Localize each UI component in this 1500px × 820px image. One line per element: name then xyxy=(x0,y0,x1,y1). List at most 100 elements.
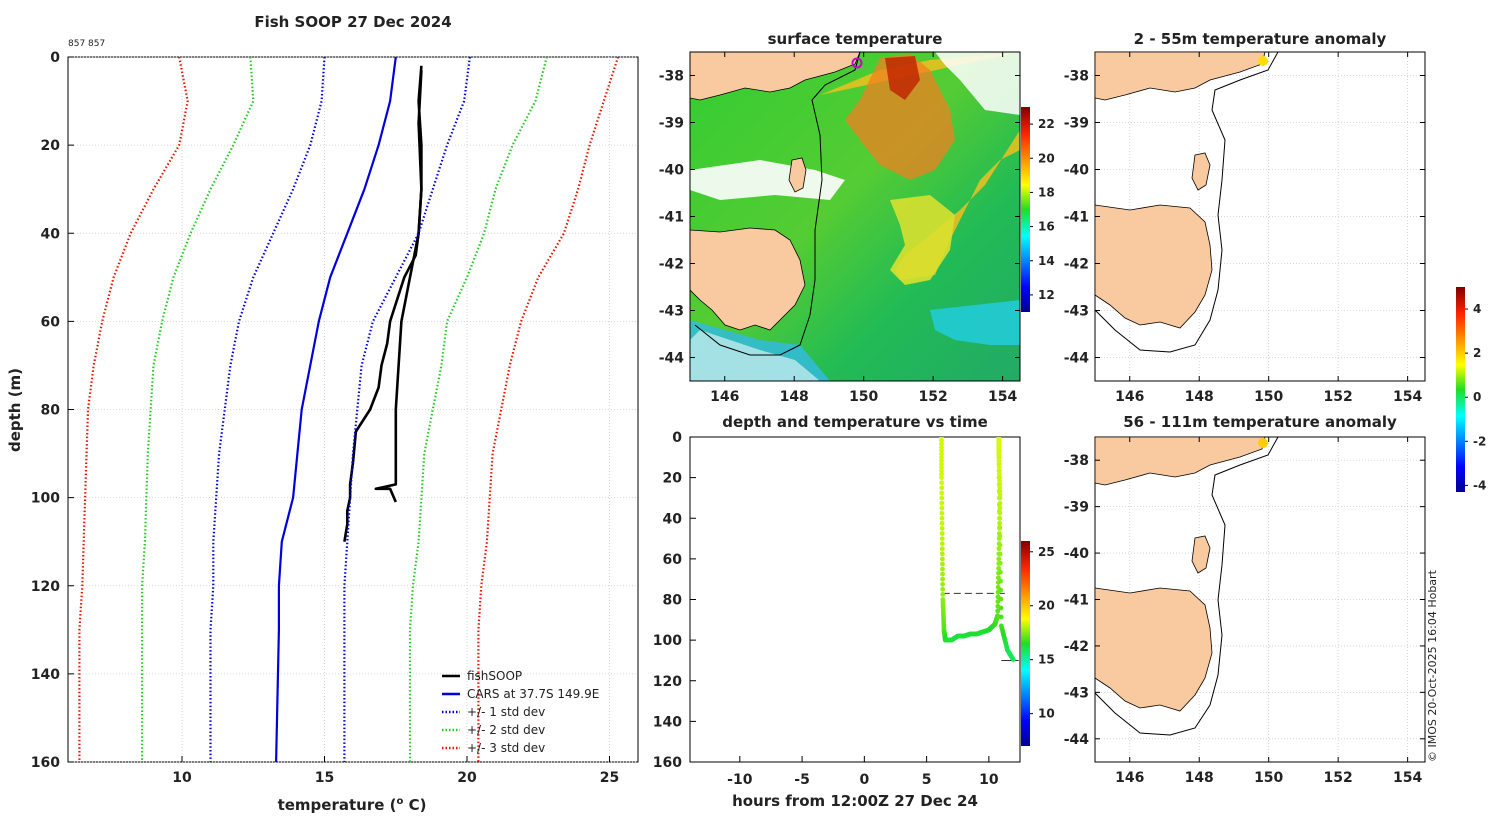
colorbar-tick-label: 15 xyxy=(1038,653,1055,667)
a2-shelf-contour xyxy=(1095,437,1279,736)
colorbar-tick-label: 20 xyxy=(1038,151,1055,165)
colorbar-tick-label: 4 xyxy=(1473,302,1481,316)
anomaly-deep-ticks: 146 148 150 152 154 -38 -39 -40 -41 -42 -43 -44 xyxy=(1064,437,1425,786)
profile-y-axis-label: depth (m) xyxy=(6,368,24,452)
sst-cool-region xyxy=(930,300,1020,345)
sst-location-marker xyxy=(851,57,863,69)
profile-panel: 10 15 20 25 0 20 40 60 80 100 120 140 160 temperatur… xyxy=(6,50,639,814)
dt-trace-point xyxy=(939,515,945,521)
map-y-tick-label: -42 xyxy=(1064,257,1089,273)
sst-flinders-island xyxy=(788,157,807,193)
dt-trace-point xyxy=(996,566,1001,571)
dt-trace-point xyxy=(998,614,1004,620)
dt-trace-point xyxy=(997,542,1003,548)
profile-x-tick-label: 25 xyxy=(600,770,619,786)
colorbar-tick-label: 14 xyxy=(1038,254,1055,268)
dt-trace-point xyxy=(939,441,944,447)
dt-trace-point xyxy=(996,556,1002,562)
a2-anomaly-point xyxy=(1258,438,1268,448)
profile-y-tick-label: 80 xyxy=(41,403,61,419)
dt-y-tick-label: 160 xyxy=(653,755,682,771)
dt-trace-point xyxy=(939,451,944,457)
dt-trace-point xyxy=(996,468,1002,474)
map-y-tick-label: -41 xyxy=(659,210,684,226)
depth-time-trace xyxy=(939,437,1019,662)
dt-trace-point xyxy=(939,475,944,480)
dt-trace-point xyxy=(996,502,1002,508)
legend-label: fishSOOP xyxy=(467,669,522,683)
dt-trace-point xyxy=(939,546,945,552)
a1-shelf-contour xyxy=(1095,52,1279,353)
dt-trace-point xyxy=(939,500,945,506)
dt-y-tick-label: 80 xyxy=(663,593,683,609)
dt-trace-point xyxy=(939,541,945,546)
anomaly-shallow-ticks: 146 148 150 152 154 -38 -39 -40 -41 -42 -43 -44 xyxy=(1064,52,1425,405)
dt-trace-point xyxy=(996,461,1002,467)
legend-label: +/- 3 std dev xyxy=(467,741,545,755)
map-x-tick-label: 148 xyxy=(1185,770,1214,786)
colorbar-tick-label: 10 xyxy=(1038,707,1055,721)
depth-time-title: depth and temperature vs time xyxy=(722,413,988,431)
profile-y-tick-label: 60 xyxy=(41,314,61,330)
anomaly-deep-panel: 56 - 111m temperature anomaly 146 148 150 1… xyxy=(1064,413,1426,786)
anomaly-deep-map xyxy=(1095,437,1279,736)
map-y-tick-label: -43 xyxy=(659,304,684,320)
dt-trace-point xyxy=(997,551,1003,557)
dt-trace-point xyxy=(940,566,945,572)
map-y-tick-label: -39 xyxy=(659,116,684,132)
dt-trace-point xyxy=(939,505,945,511)
map-y-tick-label: -40 xyxy=(659,163,685,179)
dt-trace-point xyxy=(996,448,1002,453)
sst-map-field xyxy=(690,52,1020,381)
map-y-tick-label: -40 xyxy=(1064,163,1090,179)
dt-trace-point xyxy=(996,495,1002,501)
map-y-tick-label: -42 xyxy=(1064,639,1089,655)
dt-trace-point xyxy=(939,444,944,450)
dt-trace-point xyxy=(940,586,946,592)
dt-trace-point xyxy=(996,454,1002,460)
dt-trace-point xyxy=(940,571,945,577)
dt-trace-point xyxy=(939,531,945,536)
dt-trace-point xyxy=(998,587,1004,593)
map-y-tick-label: -43 xyxy=(1064,304,1089,320)
main-title: Fish SOOP 27 Dec 2024 xyxy=(254,13,451,31)
map-x-tick-label: 146 xyxy=(710,389,739,405)
dt-trace-point xyxy=(939,490,945,496)
dt-trace-point xyxy=(998,596,1004,602)
dt-trace-point xyxy=(997,515,1002,521)
profile-y-tick-label: 160 xyxy=(31,755,60,771)
map-y-tick-label: -41 xyxy=(1064,593,1089,609)
sst-yellow-tongue xyxy=(890,195,955,285)
a1-tasmania-land xyxy=(1095,204,1213,329)
dt-trace-point xyxy=(939,461,944,467)
dt-y-tick-label: 40 xyxy=(663,511,683,527)
a2-flinders-island xyxy=(1191,535,1211,574)
colorbar-tick-label: 16 xyxy=(1038,220,1055,234)
dt-trace-point xyxy=(939,495,945,501)
dt-trace-point xyxy=(939,551,945,557)
dt-trace-point xyxy=(996,482,1002,487)
map-x-tick-label: 152 xyxy=(919,389,948,405)
sst-hot-region xyxy=(845,54,955,180)
map-y-tick-label: -39 xyxy=(1064,500,1089,516)
depth-time-panel: depth and temperature vs time -10 -5 0 5 100… xyxy=(653,413,1055,810)
dt-y-tick-label: 0 xyxy=(672,430,682,446)
profile-y-tick-label: 40 xyxy=(41,226,61,242)
a1-flinders-island xyxy=(1191,152,1211,191)
profile-series--3-std-dev xyxy=(78,57,189,762)
dt-y-tick-label: 100 xyxy=(653,633,682,649)
map-y-tick-label: -42 xyxy=(659,257,684,273)
dt-trace-point xyxy=(997,520,1002,526)
dt-trace-point xyxy=(996,458,1002,464)
dt-x-tick-label: 5 xyxy=(922,772,932,788)
dt-trace-point xyxy=(939,510,945,516)
dt-trace-point xyxy=(997,524,1002,530)
anomaly-colorbar-ticks: -4 -2 0 2 4 xyxy=(1465,302,1486,492)
depth-time-colorbar xyxy=(1021,541,1030,746)
depth-time-frame xyxy=(689,436,1021,763)
dt-trace-point xyxy=(996,488,1002,494)
map-x-tick-label: 154 xyxy=(988,389,1017,405)
sst-tasmania-land xyxy=(690,227,806,331)
